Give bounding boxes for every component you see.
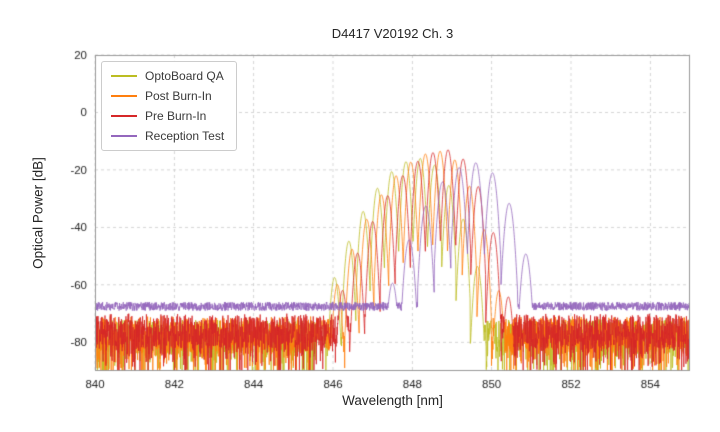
legend-item: Reception Test <box>111 129 224 143</box>
legend-line-swatch <box>111 135 137 137</box>
legend-line-swatch <box>111 115 137 117</box>
legend-item-label: OptoBoard QA <box>145 69 224 83</box>
legend-item-label: Post Burn-In <box>145 89 212 103</box>
chart-title: D4417 V20192 Ch. 3 <box>331 26 454 41</box>
legend-item: Pre Burn-In <box>111 109 224 123</box>
y-axis-label: Optical Power [dB] <box>30 157 46 269</box>
legend-item-label: Reception Test <box>145 129 225 143</box>
legend: OptoBoard QA Post Burn-In Pre Burn-In Recep… <box>101 61 238 151</box>
legend-item: Post Burn-In <box>111 89 224 103</box>
legend-line-swatch <box>111 75 137 77</box>
x-axis-label: Wavelength [nm] <box>342 393 443 408</box>
legend-line-swatch <box>111 95 137 97</box>
legend-item-label: Pre Burn-In <box>145 109 207 123</box>
legend-item: OptoBoard QA <box>111 69 224 83</box>
